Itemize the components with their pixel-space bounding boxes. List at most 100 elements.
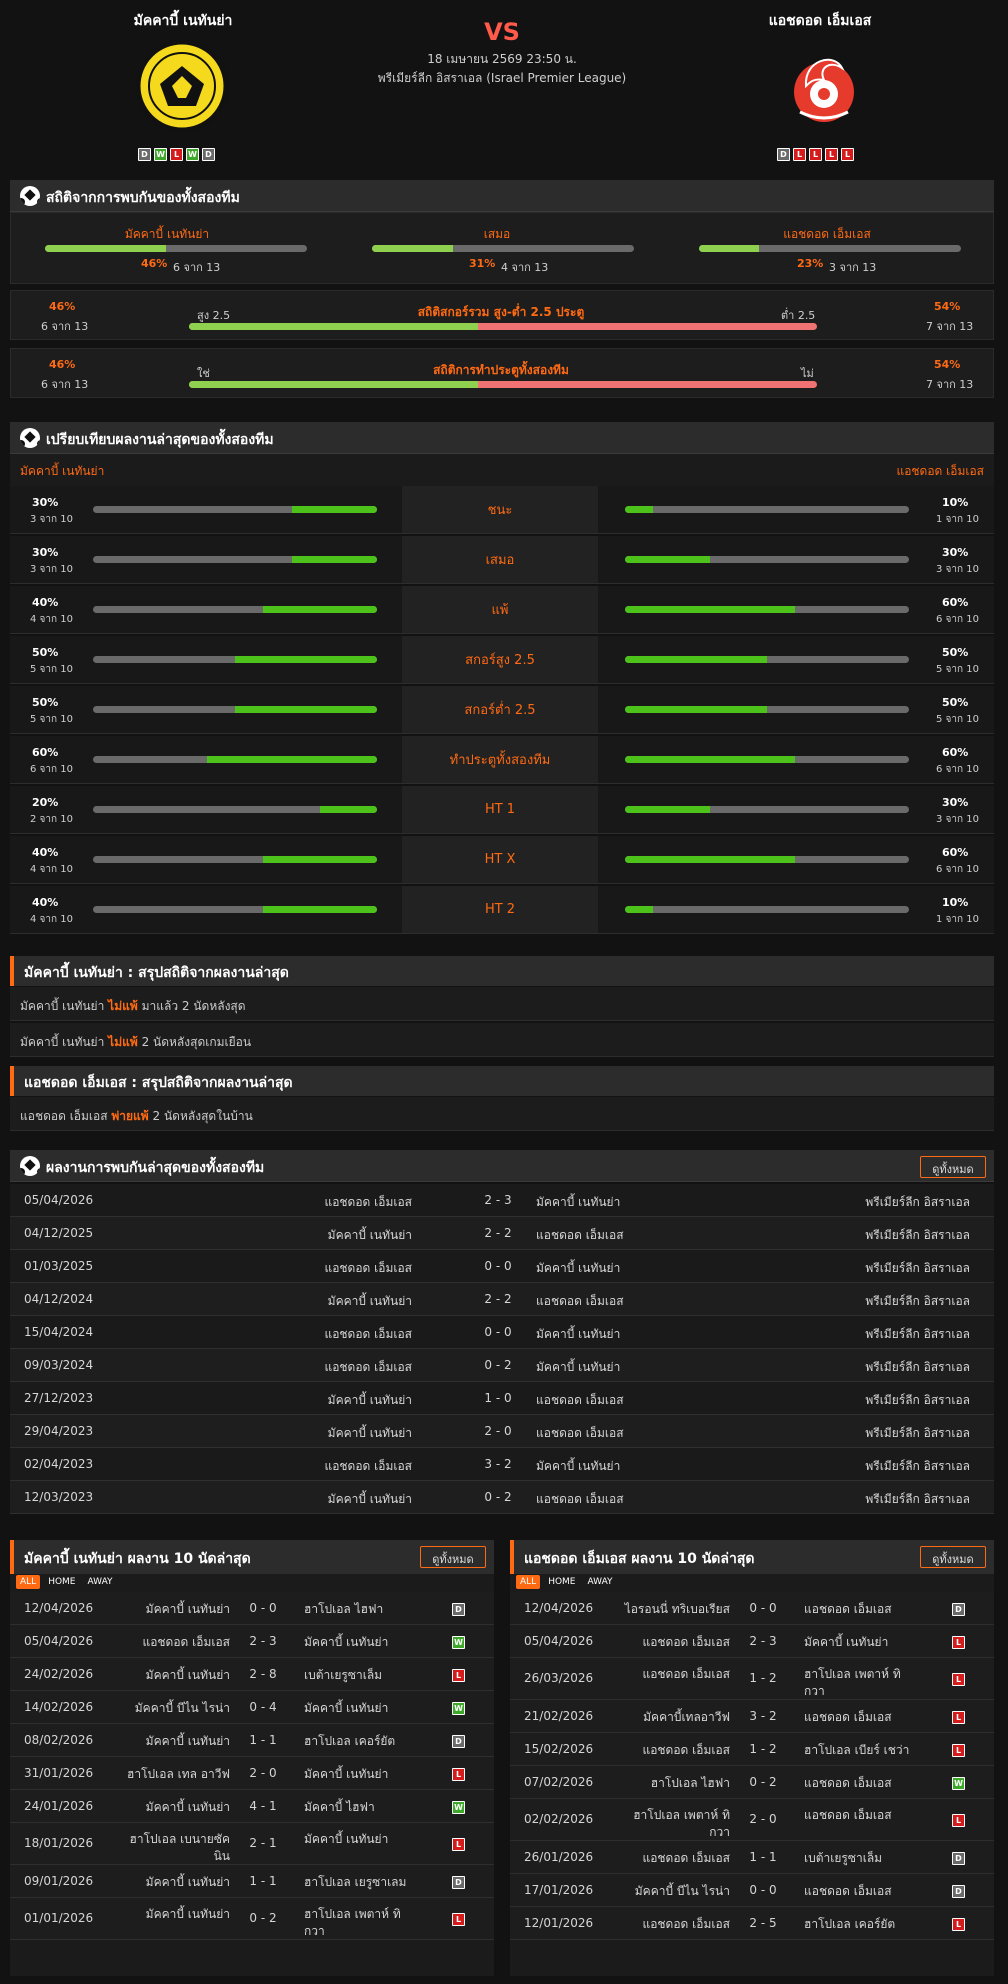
- home-team[interactable]: แอชดอด เอ็มเอส: [324, 1195, 412, 1209]
- home-team[interactable]: แอชดอด เอ็มเอส: [142, 1634, 230, 1649]
- away-team[interactable]: แอชดอด เอ็มเอส: [536, 1426, 624, 1440]
- match-row[interactable]: 26/03/2026 แอชดอด เอ็มเอส 1 - 2 ฮาโปเอล เพต…: [510, 1658, 994, 1700]
- match-row[interactable]: 01/01/2026 มัคคาบี้ เนทันย่า 0 - 2 ฮาโปเอล …: [10, 1898, 494, 1940]
- away-team[interactable]: มัคคาบี้ เนทันย่า: [804, 1634, 889, 1649]
- away-team[interactable]: ฮาโปเอล เคอร์ยัต: [804, 1916, 896, 1931]
- h2h-row[interactable]: 27/12/2023 มัคคาบี้ เนทันย่า 1 - 0 แอชดอด เ…: [10, 1382, 994, 1415]
- h2h-row[interactable]: 09/03/2024 แอชดอด เอ็มเอส 0 - 2 มัคคาบี้ เน…: [10, 1349, 994, 1382]
- match-row[interactable]: 12/01/2026 แอชดอด เอ็มเอส 2 - 5 ฮาโปเอล เคอ…: [510, 1907, 994, 1940]
- away-team[interactable]: มัคคาบี้ เนทันย่า: [304, 1700, 389, 1715]
- home-team[interactable]: แอชดอด เอ็มเอส: [642, 1850, 730, 1865]
- away-team[interactable]: แอชดอด เอ็มเอส: [804, 1709, 892, 1724]
- tab-home[interactable]: HOME: [548, 1577, 576, 1587]
- match-row[interactable]: 07/02/2026 ฮาโปเอล ไฮฟา 0 - 2 แอชดอด เอ็มเอ…: [510, 1766, 994, 1799]
- home-team[interactable]: แอชดอด เอ็มเอส: [642, 1742, 730, 1757]
- away-team[interactable]: ฮาโปเอล ไฮฟา: [304, 1601, 384, 1616]
- tab-away[interactable]: AWAY: [87, 1577, 113, 1587]
- tab-home[interactable]: HOME: [48, 1577, 76, 1587]
- h2h-row[interactable]: 29/04/2023 มัคคาบี้ เนทันย่า 2 - 0 แอชดอด เ…: [10, 1415, 994, 1448]
- away-team[interactable]: ฮาโปเอล เยรูซาเลม: [304, 1874, 407, 1889]
- h2h-row[interactable]: 04/12/2025 มัคคาบี้ เนทันย่า 2 - 2 แอชดอด เ…: [10, 1217, 994, 1250]
- home-team[interactable]: มัคคาบี้ เนทันย่า: [327, 1294, 412, 1308]
- away-team[interactable]: มัคคาบี้ เนทันย่า: [536, 1261, 621, 1275]
- match-row[interactable]: 09/01/2026 มัคคาบี้ เนทันย่า 1 - 1 ฮาโปเอล …: [10, 1865, 494, 1898]
- home-team[interactable]: แอชดอด เอ็มเอส: [642, 1916, 730, 1931]
- away-team[interactable]: เบต้าเยรูซาเล็ม: [304, 1667, 383, 1682]
- home-team[interactable]: มัคคาบี้ เนทันย่า: [327, 1228, 412, 1242]
- league-name[interactable]: พรีเมียร์ลีก อิสราเอล (Israel Premier Le…: [377, 71, 627, 85]
- match-row[interactable]: 17/01/2026 มัคคาบี้ บีไน ไรน่า 0 - 0 แอชดอด…: [510, 1874, 994, 1907]
- home-team[interactable]: แอชดอด เอ็มเอส: [642, 1667, 730, 1681]
- home-team[interactable]: ฮาโปเอล เพตาห์ ทิกวา: [633, 1808, 730, 1839]
- home-team[interactable]: มัคคาบี้ เนทันย่า: [327, 1393, 412, 1407]
- away-team[interactable]: มัคคาบี้ เนทันย่า: [304, 1766, 389, 1781]
- home-team[interactable]: ฮาโปเอล ไฮฟา: [650, 1775, 730, 1790]
- home-team[interactable]: ฮาโปเอล เบนายซัคนิน: [129, 1832, 230, 1863]
- home-team[interactable]: มัคคาบี้ บีไน ไรน่า: [634, 1883, 730, 1898]
- h2h-row[interactable]: 12/03/2023 มัคคาบี้ เนทันย่า 0 - 2 แอชดอด เ…: [10, 1481, 994, 1514]
- away-team[interactable]: แอชดอด เอ็มเอส: [536, 1492, 624, 1506]
- home-team-name[interactable]: มัคคาบี้ เนทันย่า: [133, 13, 233, 29]
- away-team[interactable]: เบต้าเยรูซาเล็ม: [804, 1850, 883, 1865]
- match-row[interactable]: 21/02/2026 มัคคาบี้เทลอาวีฟ 3 - 2 แอชดอด เอ…: [510, 1700, 994, 1733]
- away-team[interactable]: ฮาโปเอล เคอร์ยัต: [304, 1733, 396, 1748]
- home-team[interactable]: มัคคาบี้ บีไน ไรน่า: [134, 1700, 230, 1715]
- tab-away[interactable]: AWAY: [587, 1577, 613, 1587]
- home-team[interactable]: แอชดอด เอ็มเอส: [324, 1459, 412, 1473]
- tab-all[interactable]: ALL: [16, 1575, 41, 1589]
- home-team[interactable]: แอชดอด เอ็มเอส: [324, 1360, 412, 1374]
- h2h-row[interactable]: 04/12/2024 มัคคาบี้ เนทันย่า 2 - 2 แอชดอด เ…: [10, 1283, 994, 1316]
- away-team[interactable]: มัคคาบี้ เนทันย่า: [536, 1459, 621, 1473]
- away-team[interactable]: ฮาโปเอล เพตาห์ ทิกวา: [804, 1667, 901, 1698]
- match-row[interactable]: 05/04/2026 แอชดอด เอ็มเอส 2 - 3 มัคคาบี้ เน…: [10, 1625, 494, 1658]
- home-team[interactable]: มัคคาบี้ เนทันย่า: [145, 1874, 230, 1889]
- away-team[interactable]: แอชดอด เอ็มเอส: [536, 1393, 624, 1407]
- match-row[interactable]: 15/02/2026 แอชดอด เอ็มเอส 1 - 2 ฮาโปเอล เบี…: [510, 1733, 994, 1766]
- away-team[interactable]: แอชดอด เอ็มเอส: [804, 1775, 892, 1790]
- h2h-see-all-button[interactable]: ดูทั้งหมด: [920, 1156, 986, 1178]
- away-team[interactable]: มัคคาบี้ เนทันย่า: [536, 1327, 621, 1341]
- tab-all[interactable]: ALL: [516, 1575, 541, 1589]
- home-team[interactable]: แอชดอด เอ็มเอส: [324, 1327, 412, 1341]
- h2h-row[interactable]: 01/03/2025 แอชดอด เอ็มเอส 0 - 0 มัคคาบี้ เน…: [10, 1250, 994, 1283]
- home-team[interactable]: มัคคาบี้ เนทันย่า: [145, 1733, 230, 1748]
- h2h-row[interactable]: 02/04/2023 แอชดอด เอ็มเอส 3 - 2 มัคคาบี้ เน…: [10, 1448, 994, 1481]
- match-row[interactable]: 18/01/2026 ฮาโปเอล เบนายซัคนิน 2 - 1 มัคคาบ…: [10, 1823, 494, 1865]
- away-team[interactable]: แอชดอด เอ็มเอส: [804, 1883, 892, 1898]
- home-team[interactable]: มัคคาบี้ เนทันย่า: [145, 1799, 230, 1814]
- home-team[interactable]: มัคคาบี้ เนทันย่า: [327, 1492, 412, 1506]
- away-team[interactable]: แอชดอด เอ็มเอส: [536, 1228, 624, 1242]
- home-team[interactable]: มัคคาบี้ เนทันย่า: [327, 1426, 412, 1440]
- home-team[interactable]: มัคคาบี้ เนทันย่า: [145, 1907, 230, 1921]
- home-team[interactable]: แอชดอด เอ็มเอส: [642, 1634, 730, 1649]
- away-team[interactable]: มัคคาบี้ เนทันย่า: [536, 1195, 621, 1209]
- match-row[interactable]: 31/01/2026 ฮาโปเอล เทล อาวีฟ 2 - 0 มัคคาบี้…: [10, 1757, 494, 1790]
- match-row[interactable]: 02/02/2026 ฮาโปเอล เพตาห์ ทิกวา 2 - 0 แอชดอ…: [510, 1799, 994, 1841]
- away-last10-see-all-button[interactable]: ดูทั้งหมด: [920, 1546, 986, 1568]
- home-team[interactable]: ฮาโปเอล เทล อาวีฟ: [127, 1766, 230, 1781]
- h2h-row[interactable]: 05/04/2026 แอชดอด เอ็มเอส 2 - 3 มัคคาบี้ เน…: [10, 1184, 994, 1217]
- away-team-name[interactable]: แอชดอด เอ็มเอส: [768, 13, 872, 29]
- match-row[interactable]: 08/02/2026 มัคคาบี้ เนทันย่า 1 - 1 ฮาโปเอล …: [10, 1724, 494, 1757]
- home-team[interactable]: แอชดอด เอ็มเอส: [324, 1261, 412, 1275]
- home-team[interactable]: มัคคาบี้ เนทันย่า: [145, 1601, 230, 1616]
- home-team[interactable]: มัคคาบี้เทลอาวีฟ: [643, 1709, 730, 1724]
- away-team[interactable]: ฮาโปเอล เบียร์ เชว่า: [804, 1742, 910, 1757]
- away-team[interactable]: มัคคาบี้ เนทันย่า: [304, 1832, 389, 1846]
- away-team[interactable]: มัคคาบี้ เนทันย่า: [536, 1360, 621, 1374]
- home-last10-see-all-button[interactable]: ดูทั้งหมด: [420, 1546, 486, 1568]
- match-row[interactable]: 24/02/2026 มัคคาบี้ เนทันย่า 2 - 8 เบต้าเยร…: [10, 1658, 494, 1691]
- match-row[interactable]: 12/04/2026 มัคคาบี้ เนทันย่า 0 - 0 ฮาโปเอล …: [10, 1592, 494, 1625]
- match-row[interactable]: 24/01/2026 มัคคาบี้ เนทันย่า 4 - 1 มัคคาบี้…: [10, 1790, 494, 1823]
- home-team[interactable]: ไอรอนนี่ ทริเบอเรียส: [624, 1601, 730, 1616]
- match-row[interactable]: 14/02/2026 มัคคาบี้ บีไน ไรน่า 0 - 4 มัคคาบ…: [10, 1691, 494, 1724]
- match-row[interactable]: 05/04/2026 แอชดอด เอ็มเอส 2 - 3 มัคคาบี้ เน…: [510, 1625, 994, 1658]
- match-row[interactable]: 26/01/2026 แอชดอด เอ็มเอส 1 - 1 เบต้าเยรูซา…: [510, 1841, 994, 1874]
- away-team[interactable]: มัคคาบี้ ไฮฟา: [304, 1799, 375, 1814]
- h2h-row[interactable]: 15/04/2024 แอชดอด เอ็มเอส 0 - 0 มัคคาบี้ เน…: [10, 1316, 994, 1349]
- away-team[interactable]: มัคคาบี้ เนทันย่า: [304, 1634, 389, 1649]
- away-team[interactable]: ฮาโปเอล เพตาห์ ทิกวา: [304, 1907, 401, 1938]
- away-team[interactable]: แอชดอด เอ็มเอส: [536, 1294, 624, 1308]
- away-team[interactable]: แอชดอด เอ็มเอส: [804, 1808, 892, 1822]
- match-row[interactable]: 12/04/2026 ไอรอนนี่ ทริเบอเรียส 0 - 0 แอชดอ…: [510, 1592, 994, 1625]
